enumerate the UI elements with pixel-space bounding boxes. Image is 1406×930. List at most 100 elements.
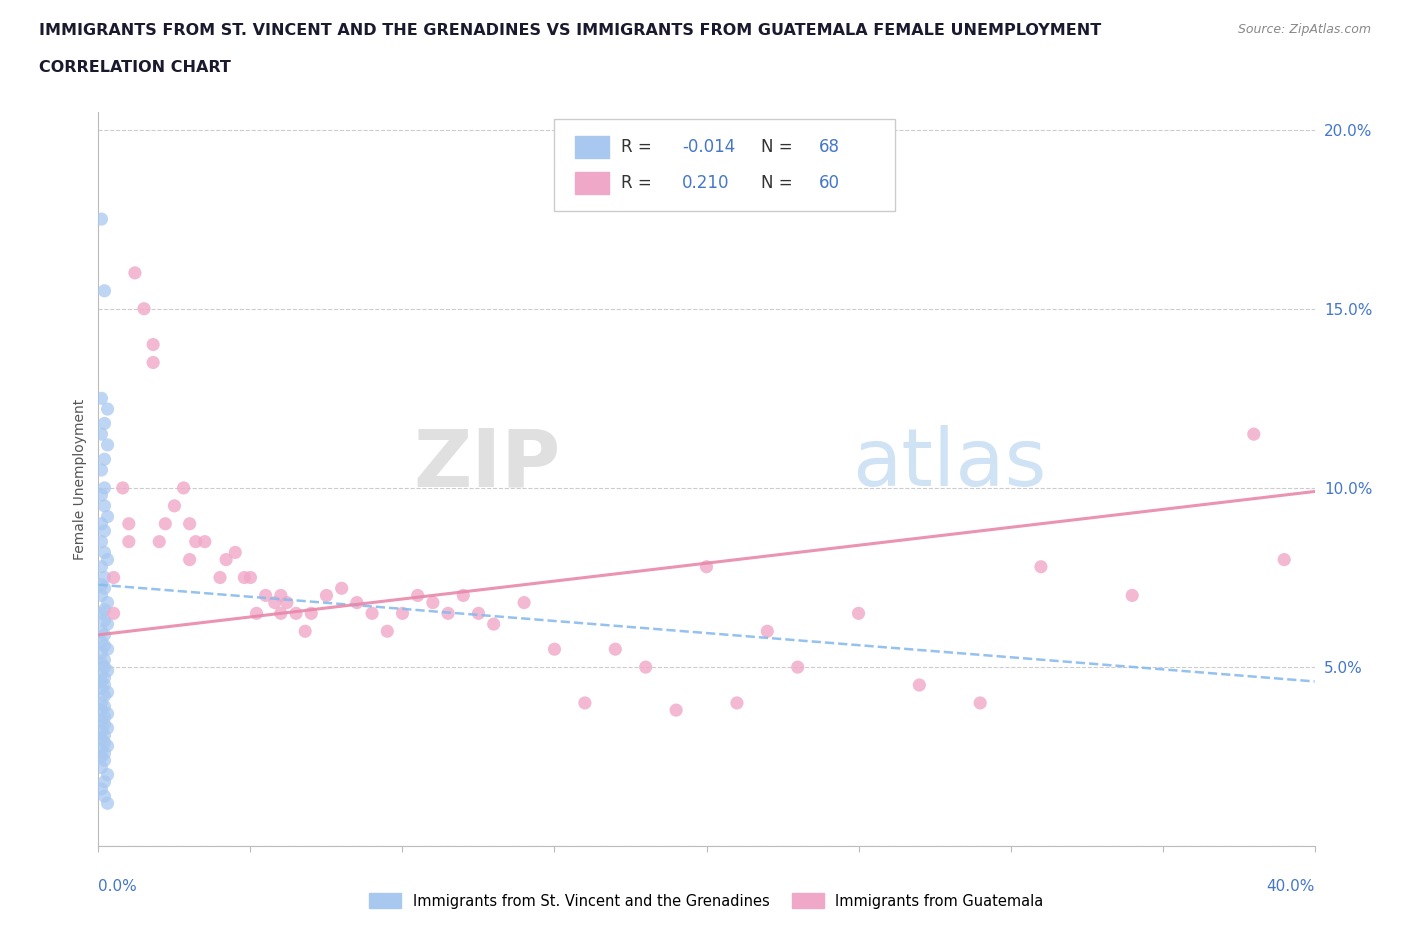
Point xyxy=(90,606,112,621)
Point xyxy=(93,789,115,804)
Point xyxy=(1121,588,1143,603)
Point xyxy=(93,638,115,653)
Point xyxy=(96,642,118,657)
Point xyxy=(111,481,134,496)
Point xyxy=(179,516,201,531)
Point xyxy=(90,645,112,660)
Text: 0.210: 0.210 xyxy=(682,174,730,192)
Point xyxy=(93,416,115,431)
Point xyxy=(96,738,118,753)
Point xyxy=(90,462,112,477)
Point xyxy=(969,696,991,711)
Point xyxy=(96,509,118,524)
Point xyxy=(1272,552,1295,567)
Point xyxy=(215,552,238,567)
Point xyxy=(90,667,112,682)
Text: 60: 60 xyxy=(818,174,839,192)
Point xyxy=(93,735,115,750)
Point xyxy=(148,534,170,549)
Text: IMMIGRANTS FROM ST. VINCENT AND THE GRENADINES VS IMMIGRANTS FROM GUATEMALA FEMA: IMMIGRANTS FROM ST. VINCENT AND THE GREN… xyxy=(39,23,1102,38)
Point xyxy=(103,570,125,585)
Point xyxy=(482,617,505,631)
Point xyxy=(173,481,195,496)
Point xyxy=(96,706,118,721)
Point xyxy=(453,588,475,603)
Point xyxy=(90,624,112,639)
Point xyxy=(93,545,115,560)
Point xyxy=(184,534,207,549)
Point xyxy=(391,606,413,621)
Text: CORRELATION CHART: CORRELATION CHART xyxy=(39,60,231,75)
Point xyxy=(93,678,115,693)
Text: 68: 68 xyxy=(818,138,839,156)
Point xyxy=(96,595,118,610)
Text: 40.0%: 40.0% xyxy=(1267,879,1315,894)
Point xyxy=(90,656,112,671)
Point xyxy=(93,581,115,596)
Point xyxy=(93,728,115,743)
Point xyxy=(90,634,112,649)
Point xyxy=(90,703,112,718)
Point xyxy=(375,624,398,639)
Point xyxy=(1243,427,1265,442)
Y-axis label: Female Unemployment: Female Unemployment xyxy=(73,398,87,560)
Point xyxy=(93,699,115,714)
Point xyxy=(93,746,115,761)
Point xyxy=(96,684,118,699)
Point xyxy=(90,427,112,442)
Point xyxy=(90,212,112,227)
Point xyxy=(93,498,115,513)
Point xyxy=(93,284,115,299)
Point xyxy=(179,552,201,567)
Point xyxy=(90,391,112,405)
Point xyxy=(209,570,232,585)
Point xyxy=(276,595,298,610)
Point xyxy=(93,613,115,628)
Text: Source: ZipAtlas.com: Source: ZipAtlas.com xyxy=(1237,23,1371,36)
Point xyxy=(665,703,688,718)
Point xyxy=(254,588,277,603)
Point xyxy=(437,606,460,621)
Point xyxy=(848,606,870,621)
Point xyxy=(194,534,217,549)
Point xyxy=(90,731,112,746)
FancyBboxPatch shape xyxy=(554,119,896,211)
Point xyxy=(239,570,262,585)
Bar xyxy=(575,172,609,193)
Point xyxy=(93,775,115,790)
Point xyxy=(285,606,308,621)
Legend: Immigrants from St. Vincent and the Grenadines, Immigrants from Guatemala: Immigrants from St. Vincent and the Gren… xyxy=(370,894,1043,909)
Point xyxy=(93,524,115,538)
Point xyxy=(422,595,444,610)
Point xyxy=(93,603,115,618)
Point xyxy=(90,724,112,739)
Point xyxy=(96,796,118,811)
Point xyxy=(155,516,177,531)
Point xyxy=(233,570,256,585)
Point xyxy=(93,653,115,668)
Point xyxy=(93,659,115,674)
Point xyxy=(96,663,118,678)
Point xyxy=(93,688,115,703)
Point xyxy=(93,753,115,768)
Point xyxy=(346,595,368,610)
Bar xyxy=(575,136,609,158)
Point xyxy=(90,696,112,711)
Point xyxy=(93,710,115,724)
Point xyxy=(330,581,353,596)
Point xyxy=(118,534,141,549)
Text: -0.014: -0.014 xyxy=(682,138,735,156)
Text: atlas: atlas xyxy=(852,425,1047,503)
Point xyxy=(90,578,112,592)
Point xyxy=(467,606,489,621)
Point xyxy=(634,659,657,674)
Point xyxy=(224,545,246,560)
Point xyxy=(90,559,112,574)
Point xyxy=(93,628,115,643)
Point xyxy=(90,760,112,775)
Point xyxy=(315,588,337,603)
Point xyxy=(725,696,748,711)
Point xyxy=(294,624,316,639)
Point xyxy=(96,402,118,417)
Point xyxy=(90,681,112,696)
